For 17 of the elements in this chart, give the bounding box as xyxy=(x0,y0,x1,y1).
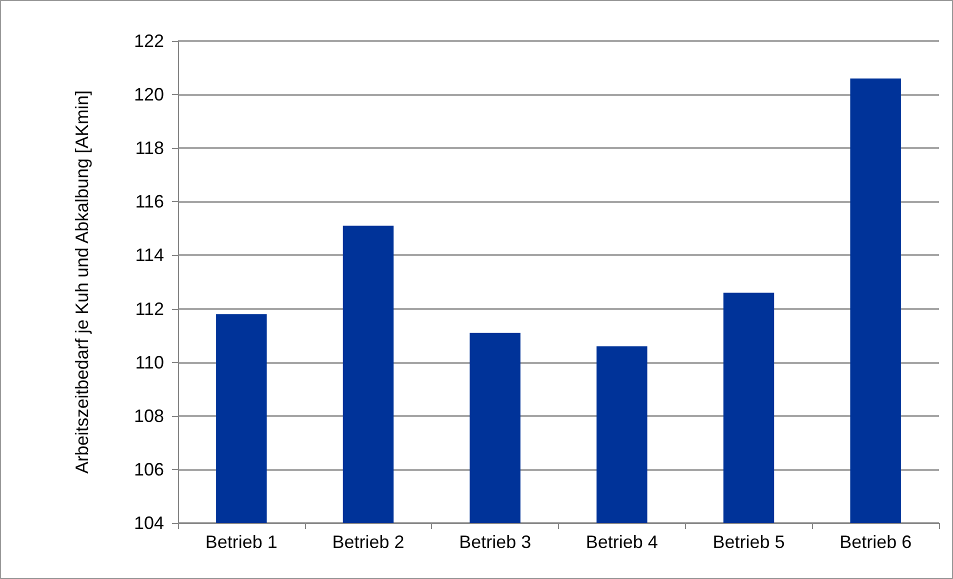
y-tick-label: 104 xyxy=(134,513,164,533)
x-tick-label: Betrieb 5 xyxy=(712,532,785,552)
y-tick-label: 114 xyxy=(135,245,164,266)
y-tick-label: 106 xyxy=(134,459,164,480)
y-tick-label: 122 xyxy=(134,31,164,51)
y-tick-label: 112 xyxy=(135,298,164,319)
x-tick-label: Betrieb 3 xyxy=(459,532,532,552)
x-tick-label: Betrieb 4 xyxy=(586,532,658,552)
x-tick-label: Betrieb 6 xyxy=(840,532,912,552)
y-tick-label: 108 xyxy=(134,406,164,426)
x-tick-label: Betrieb 1 xyxy=(205,532,278,552)
y-tick-label: 118 xyxy=(135,138,164,158)
y-tick-label: 120 xyxy=(134,84,164,105)
x-tick-label: Betrieb 2 xyxy=(332,532,404,552)
y-axis-title: Arbeitszeitbedarf je Kuh und Abkalbung [AKmin] xyxy=(72,90,92,474)
y-tick-label: 116 xyxy=(135,192,164,212)
y-tick-label: 110 xyxy=(135,352,164,372)
